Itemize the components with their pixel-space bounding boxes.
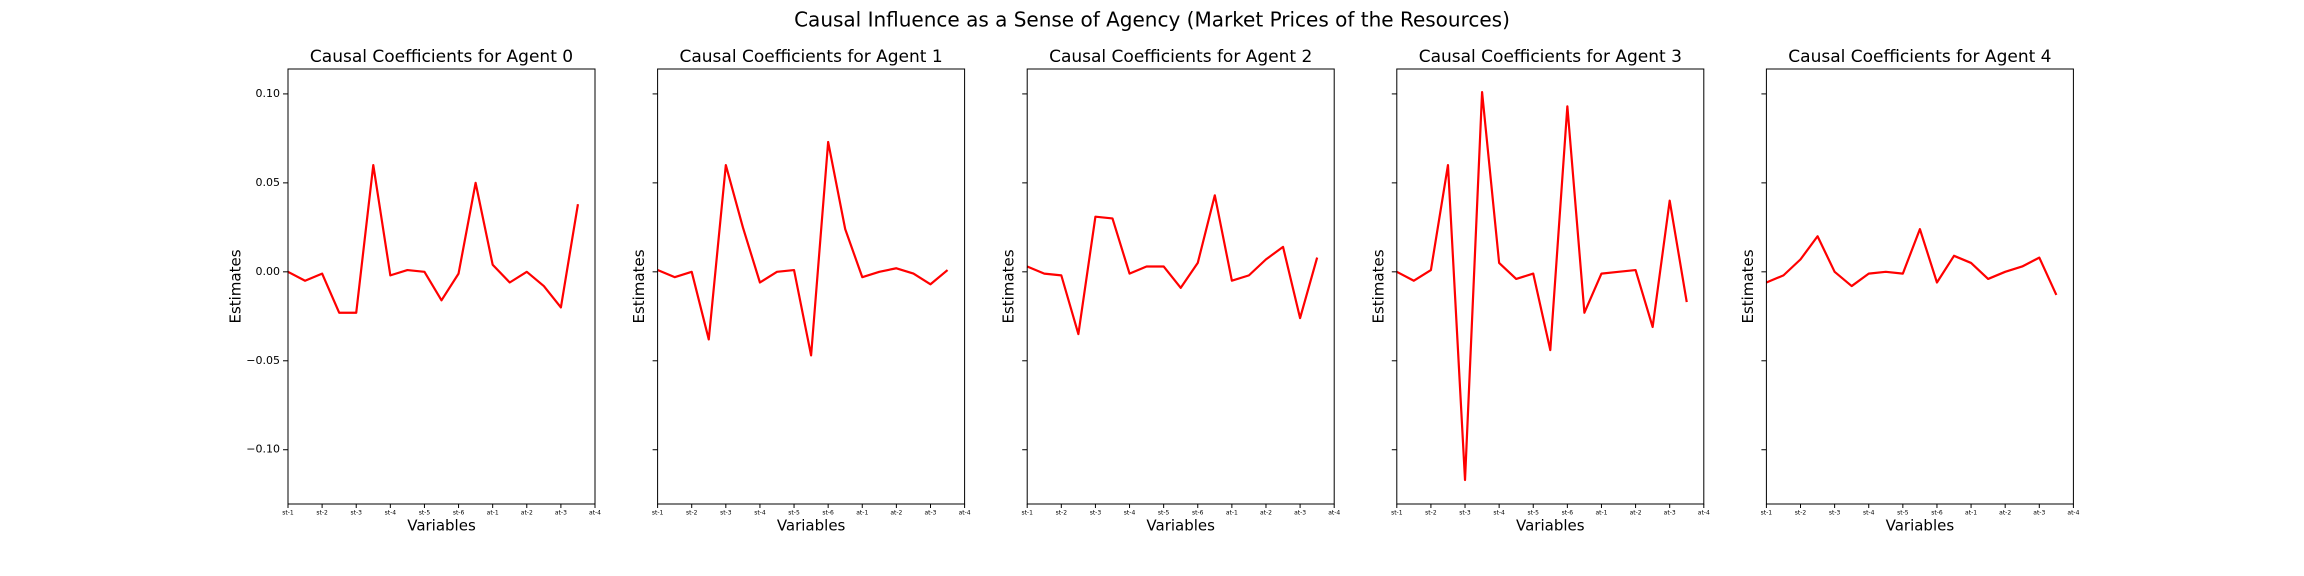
subplot-title: Causal Coefficients for Agent 1 [680, 47, 943, 67]
x-tick-label: st-3 [350, 510, 362, 517]
x-tick-label: st-6 [1192, 510, 1204, 517]
x-tick-label: st-6 [1562, 510, 1574, 517]
y-axis-label: Estimates [1369, 249, 1387, 323]
x-tick-label: st-1 [282, 510, 294, 517]
x-tick-label: at-3 [1294, 510, 1306, 517]
x-tick-label: at-2 [521, 510, 533, 517]
x-tick-label: at-3 [1664, 510, 1676, 517]
x-tick-label: st-2 [1795, 510, 1807, 517]
x-tick-label: st-5 [788, 510, 800, 517]
subplot-title: Causal Coefficients for Agent 0 [310, 47, 573, 67]
figure-title: Causal Influence as a Sense of Agency (M… [794, 8, 1510, 32]
x-tick-label: at-1 [1965, 510, 1977, 517]
x-tick-label: st-1 [1391, 510, 1403, 517]
x-axis-label: Variables [1146, 517, 1215, 535]
x-tick-label: st-3 [1090, 510, 1102, 517]
y-tick-label: −0.05 [246, 354, 280, 367]
x-tick-label: at-4 [1698, 510, 1710, 517]
x-tick-label: st-1 [1761, 510, 1773, 517]
subplot-title: Causal Coefficients for Agent 2 [1049, 47, 1312, 67]
x-tick-label: st-1 [1021, 510, 1033, 517]
x-tick-label: st-3 [1829, 510, 1841, 517]
x-tick-label: st-5 [1528, 510, 1540, 517]
x-tick-label: st-6 [822, 510, 834, 517]
axes-frame [1026, 68, 1335, 505]
x-tick-label: st-6 [1931, 510, 1943, 517]
x-tick-label: st-5 [1897, 510, 1909, 517]
x-tick-label: at-4 [959, 510, 971, 517]
data-line [657, 140, 949, 357]
x-tick-label: at-4 [2067, 510, 2079, 517]
y-tick-label: 0.00 [256, 265, 281, 278]
x-tick-label: at-2 [1260, 510, 1272, 517]
x-tick-label: at-3 [924, 510, 936, 517]
data-line [1396, 91, 1688, 482]
x-axis-label: Variables [1886, 517, 1955, 535]
y-tick-label: −0.10 [246, 443, 280, 456]
x-tick-label: at-4 [589, 510, 601, 517]
x-tick-label: st-1 [652, 510, 664, 517]
axes-frame [287, 68, 596, 505]
y-tick-label: 0.05 [256, 176, 281, 189]
x-tick-label: at-2 [890, 510, 902, 517]
data-line [1765, 228, 2058, 296]
x-tick-label: st-4 [1863, 510, 1875, 517]
x-axis-label: Variables [407, 517, 476, 535]
x-tick-label: at-2 [1999, 510, 2011, 517]
x-axis-label: Variables [777, 517, 846, 535]
x-tick-label: at-3 [2033, 510, 2045, 517]
x-tick-label: at-3 [555, 510, 567, 517]
axes-frame [1396, 68, 1705, 505]
x-tick-label: at-1 [856, 510, 868, 517]
x-tick-label: at-1 [1226, 510, 1238, 517]
x-tick-label: st-2 [686, 510, 698, 517]
x-tick-label: at-2 [1630, 510, 1642, 517]
y-axis-label: Estimates [630, 249, 648, 323]
x-tick-label: st-5 [1158, 510, 1170, 517]
x-tick-label: st-3 [720, 510, 732, 517]
x-tick-label: st-2 [316, 510, 328, 517]
x-tick-label: st-4 [1124, 510, 1136, 517]
y-axis-label: Estimates [227, 249, 245, 323]
x-tick-label: st-2 [1056, 510, 1068, 517]
x-tick-label: st-4 [1493, 510, 1505, 517]
x-tick-label: st-4 [754, 510, 766, 517]
y-tick-label: 0.10 [256, 87, 281, 100]
x-tick-label: st-2 [1425, 510, 1437, 517]
axes-frame [1765, 68, 2074, 505]
x-tick-label: at-1 [487, 510, 499, 517]
x-tick-label: st-4 [385, 510, 397, 517]
data-line [287, 163, 580, 314]
data-line [1026, 194, 1319, 336]
x-tick-label: st-5 [419, 510, 431, 517]
axes-frame [657, 68, 966, 505]
x-axis-label: Variables [1516, 517, 1585, 535]
subplot-title: Causal Coefficients for Agent 3 [1419, 47, 1682, 67]
subplot-title: Causal Coefficients for Agent 4 [1788, 47, 2051, 67]
y-axis-label: Estimates [1000, 249, 1018, 323]
x-tick-label: st-3 [1459, 510, 1471, 517]
x-tick-label: at-4 [1328, 510, 1340, 517]
x-tick-label: at-1 [1595, 510, 1607, 517]
y-axis-label: Estimates [1739, 249, 1757, 323]
x-tick-label: st-6 [453, 510, 465, 517]
